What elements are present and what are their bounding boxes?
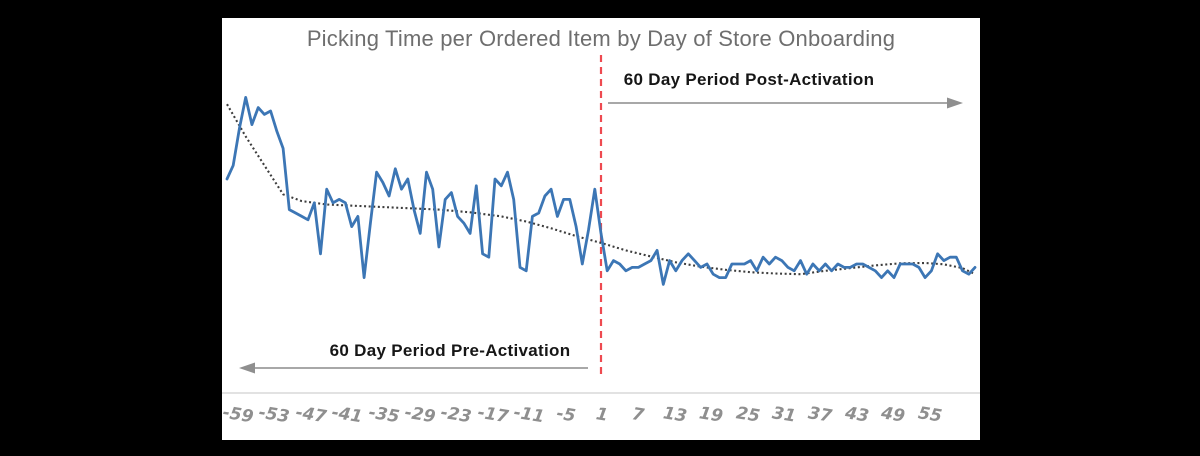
x-tick-label: 49 — [879, 403, 907, 427]
pre-activation-arrow — [239, 362, 588, 374]
post-activation-label: 60 Day Period Post-Activation — [623, 70, 875, 89]
post-activation-arrow — [608, 97, 963, 109]
picking-time-line — [225, 96, 977, 286]
pre-activation-label: 60 Day Period Pre-Activation — [329, 341, 571, 360]
x-tick-label: 31 — [770, 403, 798, 427]
chart-title: Picking Time per Ordered Item by Day of … — [306, 26, 896, 51]
x-tick-label: 25 — [734, 403, 761, 427]
x-tick-label: 43 — [843, 403, 871, 427]
x-tick-label: 37 — [807, 403, 834, 427]
chart-panel: Picking Time per Ordered Item by Day of … — [221, 18, 980, 440]
x-tick-label: 55 — [916, 403, 943, 427]
line-chart — [222, 55, 980, 394]
trend-dotted-line — [226, 103, 976, 276]
x-tick-label: -5 — [554, 403, 577, 427]
x-tick-label: 13 — [661, 403, 689, 427]
x-tick-label: 19 — [697, 403, 725, 427]
